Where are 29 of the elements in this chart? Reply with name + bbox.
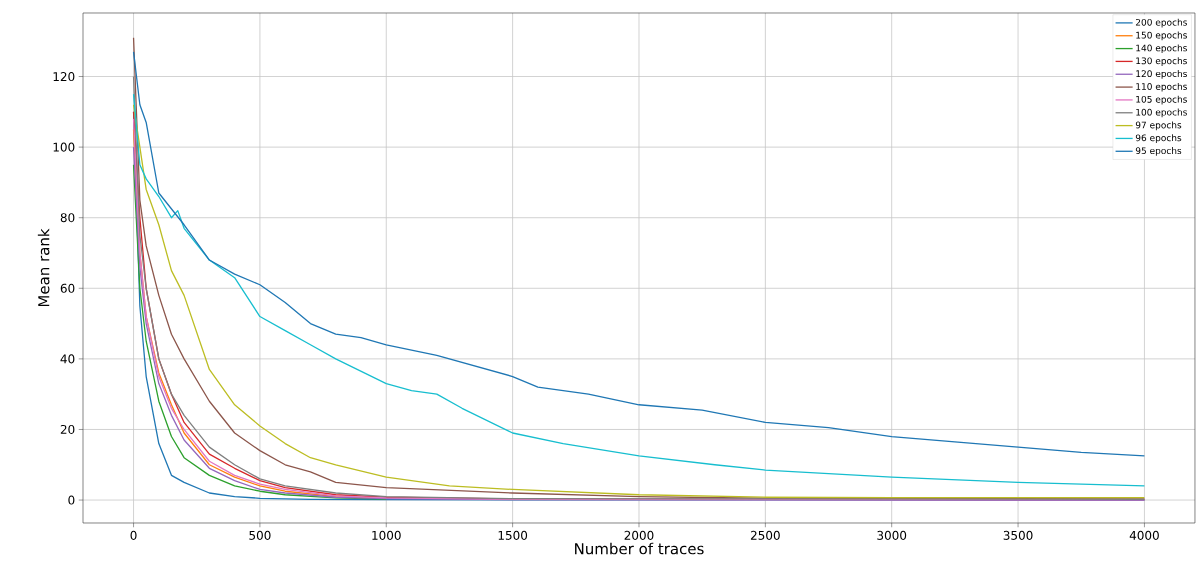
x-tick-label: 4000 [1129,530,1159,540]
y-tick-label: 60 [60,283,75,293]
y-tick-label: 20 [60,424,75,435]
legend-label: 140 epochs [1136,44,1187,54]
legend-label: 130 epochs [1136,57,1187,66]
x-tick-label: 1500 [498,530,528,540]
legend-label: 100 epochs [1136,108,1187,118]
legend-label: 200 epochs [1135,18,1187,28]
x-tick-label: 3000 [877,530,907,540]
y-tick-label: 0 [68,495,75,505]
legend-label: 96 epochs [1135,134,1182,143]
y-tick-label: 40 [60,354,75,364]
legend-label: 120 epochs [1136,70,1187,79]
x-axis-title: Number of traces [575,542,704,555]
legend-label: 110 epochs [1136,82,1187,92]
y-tick-label: 100 [53,142,75,152]
y-axis-title: Mean rank [37,228,50,307]
y-tick-label: 120 [53,71,75,82]
x-tick-label: 1000 [372,530,401,540]
legend-label: 95 epochs [1135,147,1182,156]
y-tick-label: 80 [60,213,75,223]
legend-label: 105 epochs [1136,95,1187,105]
x-tick-label: 0 [130,530,137,540]
x-tick-label: 2500 [750,530,780,540]
legend-label: 150 epochs [1136,31,1187,41]
x-tick-label: 3500 [1003,530,1033,540]
legend-label: 97 epochs [1135,121,1182,131]
x-tick-label: 500 [249,530,271,540]
x-tick-label: 2000 [624,530,654,540]
